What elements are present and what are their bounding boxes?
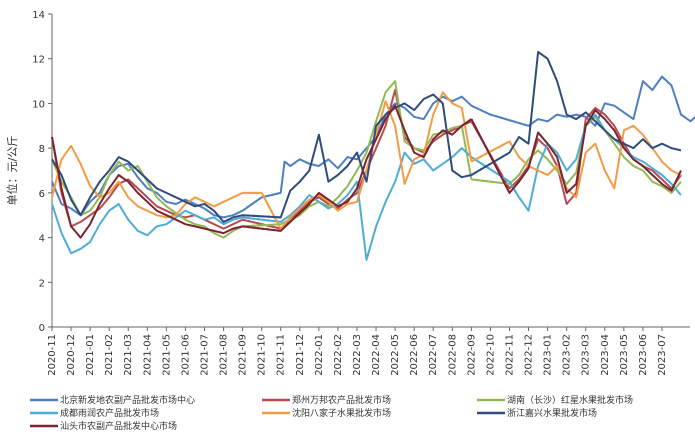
x-tick-label: 2020-12	[66, 334, 77, 376]
x-tick-label: 2022-08	[447, 334, 458, 376]
x-tick-label: 2021-06	[180, 334, 191, 376]
x-tick-label: 2023-06	[638, 334, 649, 376]
x-tick-label: 2022-09	[466, 334, 477, 376]
series-line	[51, 203, 243, 255]
y-axis-label: 单位：元/公斤	[5, 136, 19, 206]
series-line	[242, 196, 263, 212]
x-tick-label: 2020-11	[47, 334, 58, 376]
y-tick-label: 14	[32, 10, 45, 21]
series-line	[490, 75, 695, 127]
legend-item-6: 浙江嘉兴水果批发市场	[477, 407, 597, 419]
x-tick-label: 2021-01	[85, 334, 96, 376]
legend-label: 浙江嘉兴水果批发市场	[507, 407, 597, 419]
x-tick-label: 2021-07	[199, 334, 210, 376]
x-tick-label: 2022-11	[504, 334, 515, 376]
y-tick-label: 12	[32, 55, 45, 66]
x-tick-label: 2021-04	[142, 334, 153, 376]
y-tick-label: 4	[39, 234, 45, 245]
series-layer	[51, 51, 695, 261]
series-line	[242, 147, 473, 261]
legend-item-2: 郑州万邦农产品批发市场	[262, 394, 391, 406]
y-tick-label: 10	[32, 99, 45, 110]
x-tick-label: 2021-09	[238, 334, 249, 376]
y-axis: 0 2 4 6 8 10 12 14	[32, 10, 53, 334]
x-tick-label: 2021-12	[295, 334, 306, 376]
legend-item-7: 汕头市农副产品批发中心市场	[30, 420, 177, 432]
y-tick-label: 2	[39, 278, 45, 289]
y-tick-label: 0	[39, 323, 45, 334]
x-tick-label: 2022-03	[352, 334, 363, 376]
legend-label: 北京新发地农副产品批发市场中心	[60, 394, 195, 406]
x-tick-label: 2021-02	[104, 334, 115, 376]
y-tick-label: 6	[39, 189, 45, 200]
series-line	[51, 144, 244, 219]
series-7	[51, 104, 682, 239]
x-tick-label: 2021-05	[161, 334, 172, 376]
x-tick-label: 2022-06	[409, 334, 420, 376]
x-tick-label: 2023-07	[657, 334, 668, 376]
x-tick-label: 2023-01	[543, 334, 554, 376]
x-tick-label: 2022-12	[524, 334, 535, 376]
x-axis: 2020-11 2020-12 2021-01 2021-02 2021-03 2021-…	[47, 326, 690, 376]
x-tick-label: 2023-03	[581, 334, 592, 376]
x-tick-label: 2022-07	[428, 334, 439, 376]
series-4	[51, 113, 682, 261]
legend-label: 郑州万邦农产品批发市场	[292, 394, 391, 406]
series-line	[470, 104, 491, 116]
x-tick-label: 2023-02	[562, 334, 573, 376]
x-tick-label: 2021-11	[276, 334, 287, 376]
legend: 北京新发地农副产品批发市场中心 郑州万邦农产品批发市场 湖南（长沙）红星水果批发市场…	[30, 394, 633, 432]
x-tick-label: 2022-10	[485, 334, 496, 376]
series-line	[51, 136, 244, 230]
y-tick-label: 8	[39, 144, 45, 155]
series-line	[261, 95, 473, 199]
legend-label: 沈阳八家子水果批发市场	[292, 407, 391, 419]
x-tick-label: 2023-05	[619, 334, 630, 376]
series-line	[242, 93, 472, 219]
x-tick-label: 2021-10	[257, 334, 268, 376]
series-line	[51, 162, 244, 219]
x-tick-label: 2022-04	[371, 334, 382, 376]
x-tick-label: 2022-01	[314, 334, 325, 376]
legend-item-5: 沈阳八家子水果批发市场	[262, 407, 391, 419]
legend-label: 湖南（长沙）红星水果批发市场	[507, 394, 633, 406]
series-line	[470, 109, 682, 194]
series-line	[470, 113, 682, 212]
legend-label: 汕头市农副产品批发中心市场	[60, 420, 177, 432]
series-line	[242, 104, 472, 232]
legend-item-1: 北京新发地农副产品批发市场中心	[30, 394, 195, 406]
x-tick-label: 2021-03	[123, 334, 134, 376]
x-tick-label: 2021-08	[219, 334, 230, 376]
x-tick-label: 2022-02	[333, 334, 344, 376]
legend-item-4: 成都雨润农产品批发市场	[30, 407, 159, 419]
x-tick-label: 2022-05	[390, 334, 401, 376]
legend-label: 成都雨润农产品批发市场	[60, 407, 159, 419]
series-line	[51, 136, 243, 239]
x-tick-label: 2023-04	[600, 334, 611, 376]
legend-item-3: 湖南（长沙）红星水果批发市场	[477, 394, 633, 406]
series-line	[51, 156, 243, 223]
